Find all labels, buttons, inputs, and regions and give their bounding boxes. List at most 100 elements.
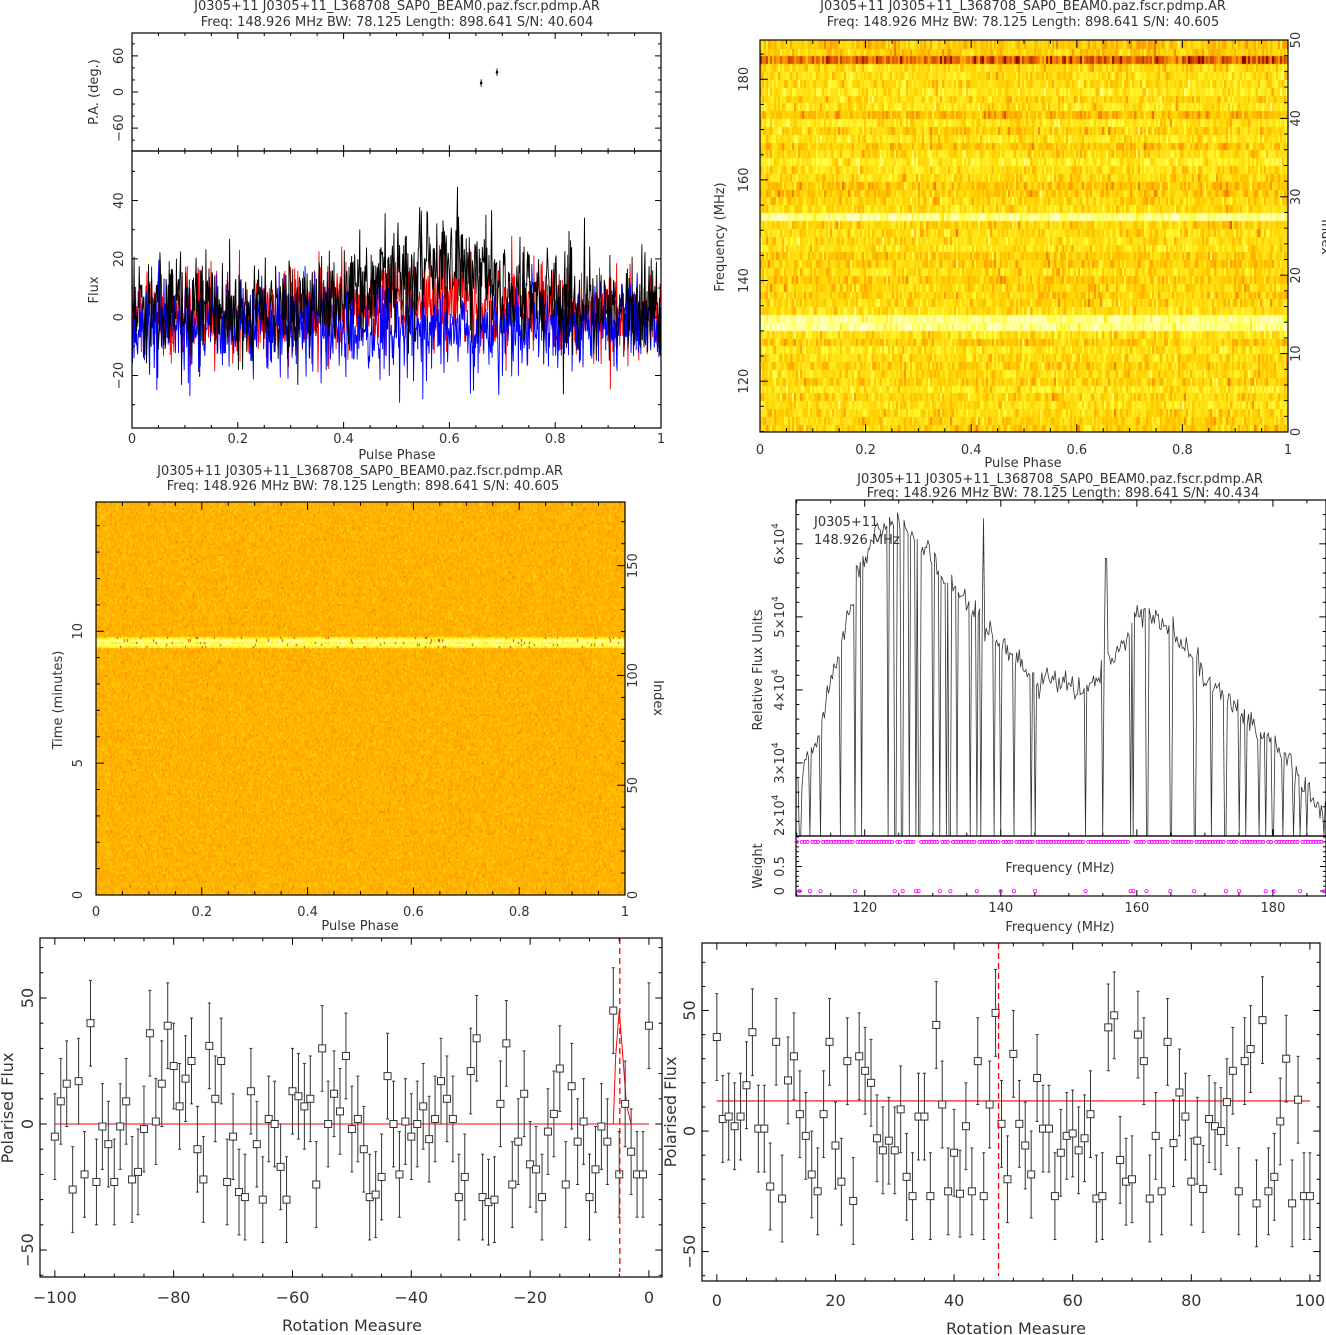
rm-positive-point (1056, 1148, 1065, 1157)
time-phase-heatmap (96, 502, 625, 895)
rm-positive-point (1234, 1187, 1243, 1196)
rm-negative-point (169, 1062, 178, 1071)
rm-negative-point (270, 1120, 279, 1129)
weight-marker (1197, 839, 1202, 844)
profile-title-line2: Freq: 148.926 MHz BW: 78.125 Length: 898… (201, 15, 593, 30)
exponent: 4 (771, 742, 781, 748)
weight-marker (916, 889, 921, 894)
rm-positive-point (1157, 1187, 1166, 1196)
rm-positive-point (985, 1100, 994, 1109)
weight-marker (948, 889, 953, 894)
weight-marker (921, 839, 926, 844)
rm-positive-point (1175, 1088, 1184, 1097)
rm-negative-point (609, 1006, 618, 1015)
time-phase-ytick-label: 5 (71, 759, 86, 767)
weight-marker (815, 839, 820, 844)
weight-marker (1144, 889, 1149, 894)
rm-negative-point (638, 1170, 647, 1179)
flux-ytick-label: 40 (112, 192, 127, 209)
weight-marker (826, 839, 831, 844)
profile-title-line1: J0305+11 J0305+11_L368708_SAP0_BEAM0.paz… (193, 0, 600, 14)
rm-positive-point (867, 1078, 876, 1087)
rm-negative-xtick-label: −80 (157, 1288, 191, 1307)
rm-negative-point (425, 1135, 434, 1144)
weight-marker (1208, 839, 1213, 844)
weight-marker (1210, 839, 1215, 844)
rm-positive-point (1127, 1175, 1136, 1184)
rm-negative-point (122, 1097, 131, 1106)
rm-negative-point (508, 1180, 517, 1189)
weight-marker (799, 839, 804, 844)
freq-phase-index-ytick-label: 30 (1289, 189, 1304, 206)
rm-positive-point (1240, 1057, 1249, 1066)
weight-marker (969, 839, 974, 844)
bandpass-annotation-source: J0305+11 (813, 515, 878, 530)
rm-positive-point (1258, 1016, 1267, 1025)
rm-negative-point (217, 1056, 226, 1065)
weight-marker (1038, 839, 1043, 844)
weight-marker (943, 839, 948, 844)
rm-positive-point (1282, 1054, 1291, 1063)
weight-marker (1186, 839, 1191, 844)
freq-phase-frame (759, 39, 1289, 433)
weight-marker (879, 839, 884, 844)
freq-phase-ytick-label: 140 (737, 268, 752, 293)
rm-positive-point (1015, 1119, 1024, 1128)
weight-marker (1287, 839, 1292, 844)
time-phase-index-ytick-label: 50 (626, 777, 641, 794)
rm-positive-point (1086, 1110, 1095, 1119)
rm-positive-xtick-label: 100 (1295, 1291, 1326, 1310)
freq-phase-index-ytick-label: 10 (1289, 345, 1304, 362)
rm-negative-xtick-label: −100 (33, 1288, 77, 1307)
rm-positive-point (1228, 1066, 1237, 1075)
weight-marker (1216, 839, 1221, 844)
rm-positive-point (1294, 1095, 1303, 1104)
bandpass-xtick-label: 140 (988, 901, 1013, 916)
freq-phase-title-line1: J0305+11 J0305+11_L368708_SAP0_BEAM0.paz… (819, 0, 1226, 14)
rm-negative-xlabel: Rotation Measure (282, 1316, 422, 1335)
weight-marker (1046, 839, 1051, 844)
rm-negative-point (318, 1044, 327, 1053)
weight-marker (1266, 839, 1271, 844)
weight-marker (1041, 839, 1046, 844)
rm-negative-point (347, 1125, 356, 1134)
rm-positive-point (1252, 1199, 1261, 1208)
weight-marker (1319, 839, 1324, 844)
time-phase-ytick-label: 0 (71, 891, 86, 899)
weight-marker (1268, 839, 1273, 844)
weight-marker (1218, 839, 1223, 844)
freq-phase-ytick-label: 120 (737, 369, 752, 394)
weight-marker (805, 839, 810, 844)
freq-phase-xtick-label: 1 (1284, 443, 1292, 458)
weight-marker (887, 839, 892, 844)
weight-marker (1165, 839, 1170, 844)
weight-marker (1096, 839, 1101, 844)
weight-marker (1072, 839, 1077, 844)
weight-marker (1295, 839, 1300, 844)
rm-negative-point (246, 1087, 255, 1096)
weight-marker (1300, 839, 1305, 844)
profile-xlabel: Pulse Phase (358, 448, 435, 463)
rm-negative-point (276, 1162, 285, 1171)
rm-negative-ytick-label: 0 (18, 1119, 37, 1129)
weight-marker (911, 839, 916, 844)
rm-negative-point (264, 1114, 273, 1123)
rm-negative-point (110, 1177, 119, 1186)
rm-positive-point (855, 1052, 864, 1061)
weight-marker (982, 839, 987, 844)
rm-positive-point (878, 1146, 887, 1155)
rm-positive-point (1305, 1192, 1314, 1201)
rm-positive-point (736, 1112, 745, 1121)
weight-marker (1110, 839, 1115, 844)
weight-marker (871, 839, 876, 844)
time-phase-ylabel: Time (minutes) (51, 651, 66, 751)
rm-negative-point (579, 1117, 588, 1126)
weight-marker (1160, 839, 1165, 844)
weight-marker (1221, 839, 1226, 844)
rm-positive-point (1276, 1117, 1285, 1126)
profile-xtick-label: 0.2 (227, 432, 248, 447)
weight-marker (842, 839, 847, 844)
time-phase-xtick-label: 1 (621, 905, 629, 920)
weight-marker (837, 839, 842, 844)
flux-ytick-label: −20 (112, 362, 127, 389)
